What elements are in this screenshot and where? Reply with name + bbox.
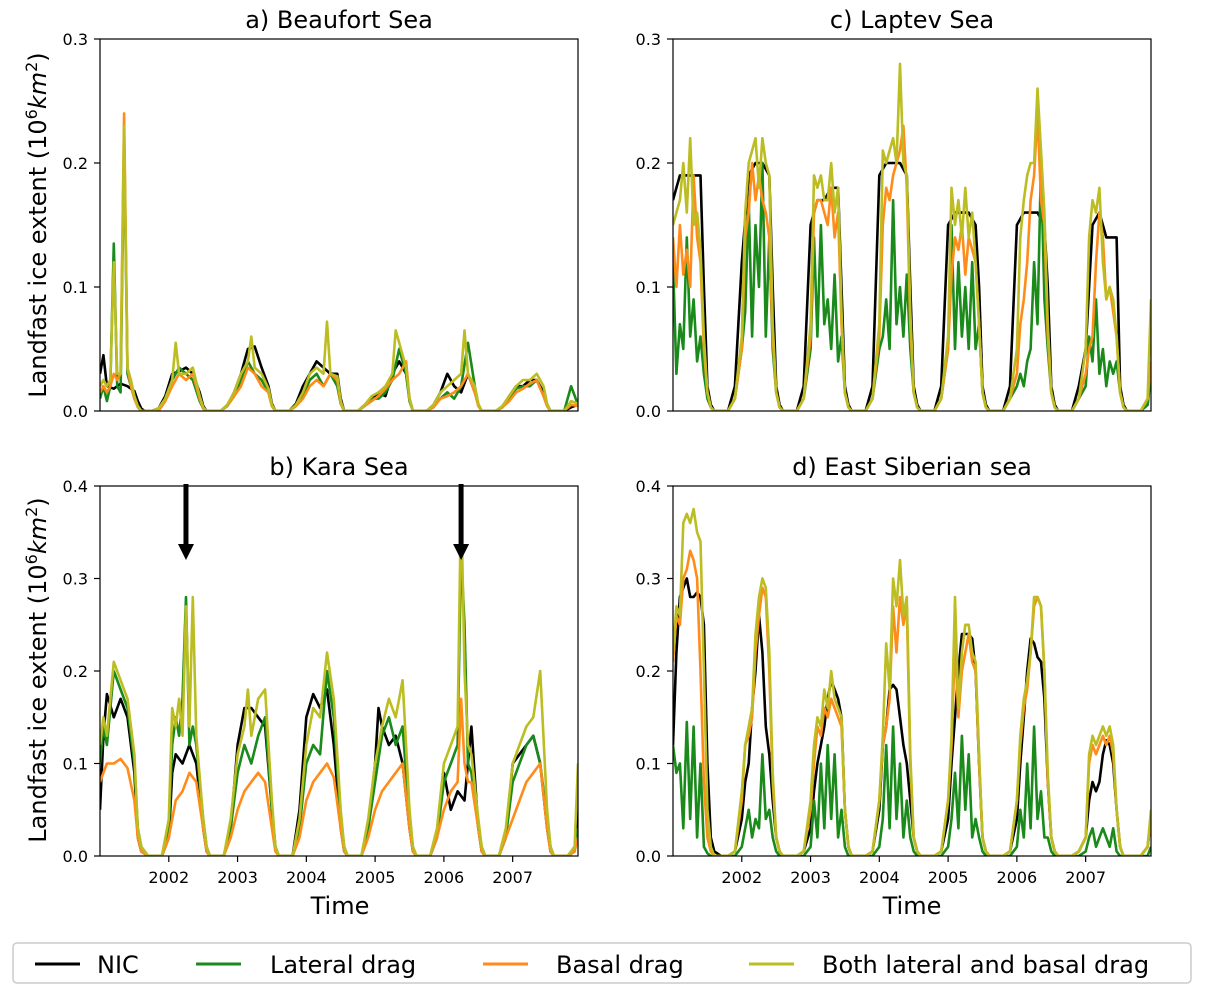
series-line-lateral-drag	[673, 720, 1151, 856]
y-tick-label: 0.3	[636, 30, 661, 49]
series-line-lateral-drag	[673, 161, 1151, 411]
x-tick-label: 2004	[286, 868, 327, 887]
y-tick-label: 0.2	[63, 154, 88, 173]
y-tick-label: 0.3	[63, 570, 88, 589]
series-group	[673, 507, 1151, 856]
legend-frame	[12, 942, 1192, 984]
plot-frame	[99, 38, 579, 412]
plot-frame	[672, 38, 1152, 412]
x-tick-label: 2003	[790, 868, 831, 887]
y-tick-label: 0.3	[636, 570, 661, 589]
y-tick-label: 0.0	[63, 402, 88, 421]
panel-title: a) Beaufort Sea	[245, 6, 433, 34]
y-tick-label: 0.1	[63, 755, 88, 774]
y-tick-label: 0.0	[636, 847, 661, 866]
series-line-both-lateral-and-basal-drag	[100, 494, 578, 856]
x-tick-label: 2003	[217, 868, 258, 887]
series-line-both-lateral-and-basal-drag	[673, 62, 1151, 411]
panel-d-east-siberian-sea: d) East Siberian sea 0.0 0.1 0.2 0.3 0.4 2002 2…	[636, 453, 1152, 887]
series-line-basal-drag	[100, 697, 578, 856]
annotation-arrow-head	[177, 544, 194, 560]
x-tick-label: 2006	[997, 868, 1038, 887]
legend-label: Lateral drag	[270, 951, 416, 979]
series-line-basal-drag	[100, 112, 578, 411]
series-line-both-lateral-and-basal-drag	[100, 124, 578, 411]
x-tick-label: 2004	[859, 868, 900, 887]
y-tick-label: 0.0	[636, 402, 661, 421]
y-tick-label: 0.4	[636, 477, 661, 496]
series-line-both-lateral-and-basal-drag	[673, 507, 1151, 856]
panel-b-kara-sea: b) Kara Sea 0.0 0.1 0.2 0.3 0.4 2002 2003 2004 20…	[63, 453, 579, 887]
x-tick-label: 2007	[1065, 868, 1106, 887]
y-tick-label: 0.1	[63, 278, 88, 297]
x-tick-label: 2007	[492, 868, 533, 887]
x-tick-label: 2002	[721, 868, 762, 887]
y-tick-label: 0.3	[63, 30, 88, 49]
series-group	[100, 494, 578, 856]
legend-entry-both-drag: Both lateral and basal drag	[749, 951, 1149, 979]
x-tick-label: 2005	[928, 868, 969, 887]
y-axis-label-top: Landfast ice extent (106km2)	[22, 52, 53, 397]
y-tick-label: 0.1	[636, 278, 661, 297]
y-tick-label: 0.1	[636, 755, 661, 774]
legend-label: Both lateral and basal drag	[822, 951, 1149, 979]
y-tick-label: 0.0	[63, 847, 88, 866]
legend-label: Basal drag	[556, 951, 684, 979]
legend-entry-basal-drag: Basal drag	[483, 951, 684, 979]
panel-c-laptev-sea: c) Laptev Sea 0.0 0.1 0.2 0.3	[636, 6, 1152, 421]
series-group	[100, 112, 578, 411]
panel-a-beaufort-sea: a) Beaufort Sea 0.0 0.1 0.2 0.3	[63, 6, 579, 421]
annotation-arrow-head	[453, 544, 470, 560]
x-tick-label: 2005	[355, 868, 396, 887]
y-tick-label: 0.2	[63, 662, 88, 681]
series-group	[673, 62, 1151, 411]
panel-title: d) East Siberian sea	[792, 453, 1032, 481]
legend-entry-lateral-drag: Lateral drag	[196, 951, 416, 979]
y-tick-label: 0.4	[63, 477, 88, 496]
legend: NIC Lateral drag Basal drag Both lateral…	[12, 942, 1192, 984]
y-tick-label: 0.2	[636, 662, 661, 681]
panel-title: b) Kara Sea	[269, 453, 408, 481]
series-line-lateral-drag	[100, 136, 578, 411]
legend-label: NIC	[97, 951, 139, 979]
y-tick-label: 0.2	[636, 154, 661, 173]
y-axis-label-bottom: Landfast ice extent (106km2)	[22, 497, 53, 842]
chart-panels: a) Beaufort Sea 0.0 0.1 0.2 0.3 b) Kara Sea 0.…	[63, 6, 1152, 887]
legend-entry-nic: NIC	[35, 951, 139, 979]
x-axis-label-left: Time	[310, 892, 370, 920]
panel-title: c) Laptev Sea	[830, 6, 994, 34]
x-tick-label: 2006	[424, 868, 465, 887]
x-axis-label-right: Time	[882, 892, 942, 920]
x-tick-label: 2002	[148, 868, 189, 887]
